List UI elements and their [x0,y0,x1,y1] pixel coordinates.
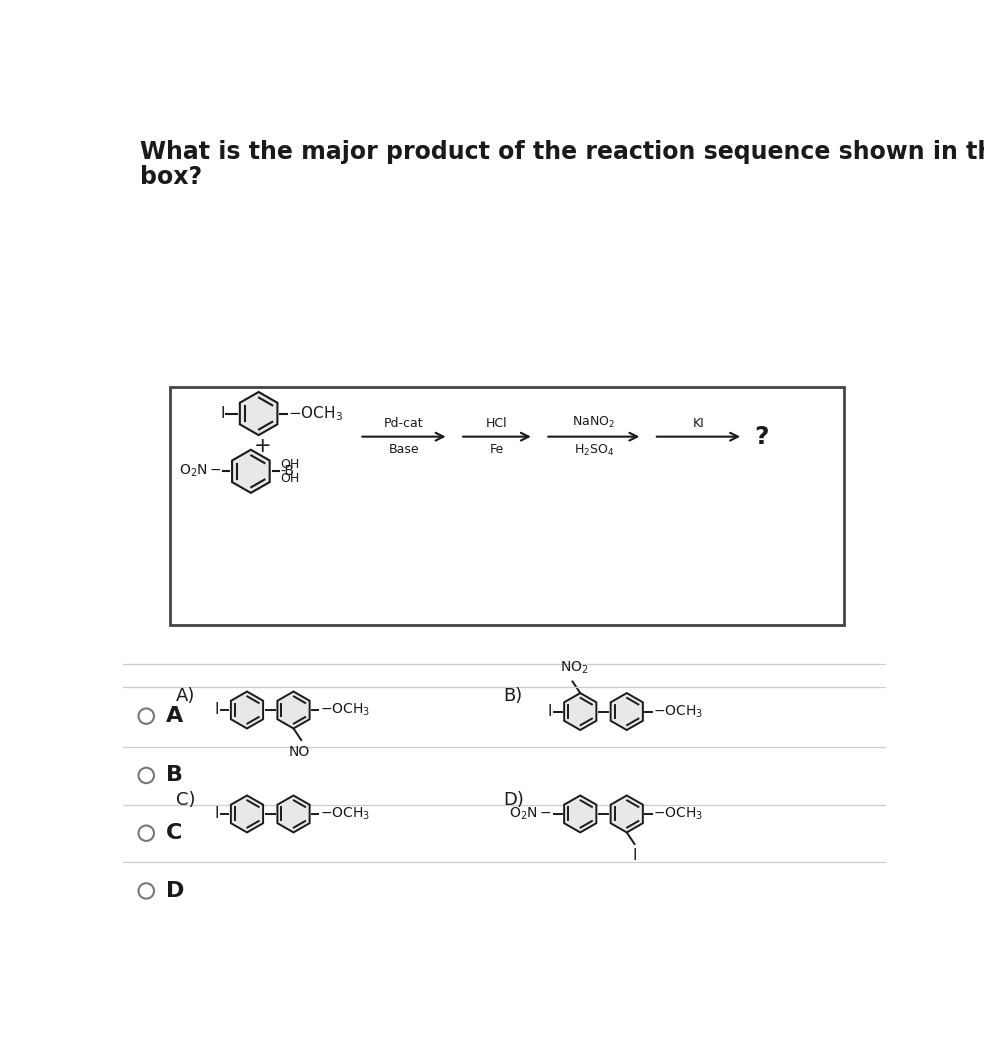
Text: NO: NO [289,746,310,759]
Text: +: + [254,436,272,456]
Text: I: I [220,406,224,421]
Text: $-\mathrm{OCH_3}$: $-\mathrm{OCH_3}$ [653,703,704,720]
Bar [169,387,843,625]
Text: HCl: HCl [486,417,508,431]
Text: KI: KI [693,417,705,431]
Polygon shape [232,449,270,493]
Text: $-\mathrm{OCH_3}$: $-\mathrm{OCH_3}$ [653,806,704,823]
Text: Base: Base [389,443,419,456]
Text: I: I [215,702,219,718]
Polygon shape [564,693,596,730]
Text: A: A [165,706,183,726]
Polygon shape [231,692,263,728]
Polygon shape [231,796,263,832]
Text: Pd-cat: Pd-cat [384,417,424,431]
Text: $\mathrm{NaNO_2}$: $\mathrm{NaNO_2}$ [573,415,615,431]
Text: A): A) [176,686,195,705]
Polygon shape [611,693,643,730]
Text: C): C) [176,790,195,809]
Text: $\mathrm{O_2N}-$: $\mathrm{O_2N}-$ [178,463,221,479]
Polygon shape [277,692,310,728]
Polygon shape [611,796,643,832]
Text: What is the major product of the reaction sequence shown in the: What is the major product of the reactio… [140,140,984,164]
Text: $-\mathrm{OCH_3}$: $-\mathrm{OCH_3}$ [288,405,343,423]
Text: $-\mathrm{OCH_3}$: $-\mathrm{OCH_3}$ [320,806,370,823]
Text: ?: ? [755,424,769,448]
Text: OH: OH [280,472,299,485]
Text: I: I [548,704,552,719]
Text: OH: OH [280,458,299,471]
Text: D: D [165,881,184,901]
Text: $-\mathrm{OCH_3}$: $-\mathrm{OCH_3}$ [320,702,370,719]
Text: I: I [633,848,637,863]
Text: I: I [215,806,219,822]
Text: -B: -B [280,464,294,478]
Text: Fe: Fe [490,443,504,456]
Text: $\mathrm{H_2SO_4}$: $\mathrm{H_2SO_4}$ [574,443,614,458]
Text: C: C [165,824,182,843]
Polygon shape [564,796,596,832]
Polygon shape [277,796,310,832]
Text: B): B) [503,686,522,705]
Polygon shape [240,392,277,435]
Text: $\mathrm{NO_2}$: $\mathrm{NO_2}$ [560,659,588,676]
Text: D): D) [503,790,523,809]
Text: B: B [165,765,183,785]
Text: box?: box? [140,164,202,189]
Text: $\mathrm{O_2N}-$: $\mathrm{O_2N}-$ [510,806,552,823]
